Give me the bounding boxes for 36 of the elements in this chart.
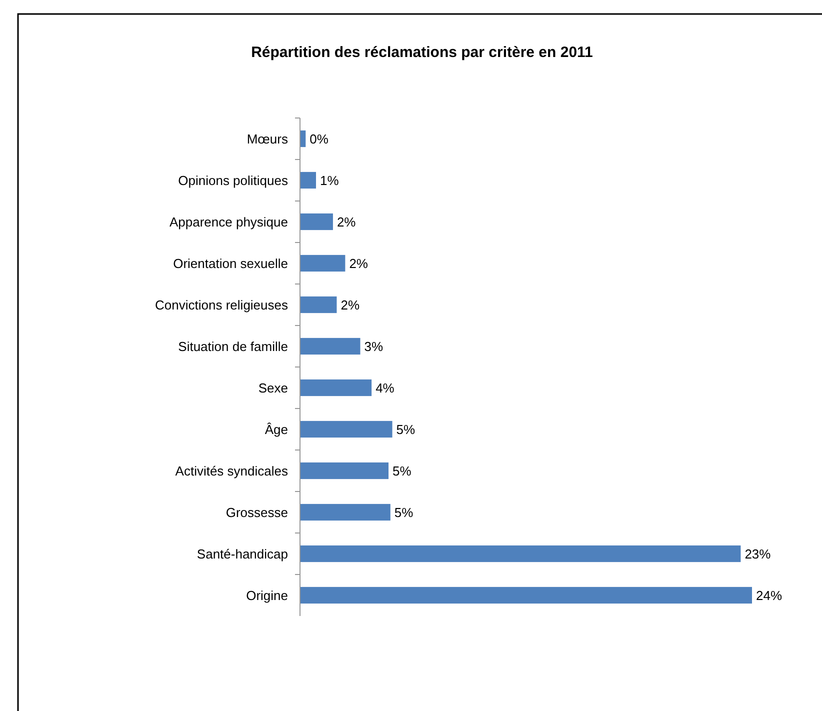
data-label: 23% bbox=[744, 546, 772, 562]
bar bbox=[300, 545, 741, 562]
y-tick-label: Origine bbox=[246, 588, 288, 603]
y-tick-label: Apparence physique bbox=[169, 214, 288, 230]
data-label: 0% bbox=[310, 131, 329, 146]
y-tick-label: Orientation sexuelle bbox=[173, 256, 288, 271]
y-tick-label: Santé-handicap bbox=[196, 546, 288, 562]
bar bbox=[300, 213, 333, 230]
data-label: 1% bbox=[320, 172, 340, 188]
data-label: 2% bbox=[340, 297, 360, 312]
data-label: 5% bbox=[394, 504, 414, 520]
y-tick-label: Situation de famille bbox=[178, 338, 288, 354]
bar bbox=[300, 504, 390, 521]
bar bbox=[300, 338, 360, 355]
y-tick-label: Âge bbox=[264, 422, 288, 437]
y-tick-label: Activités syndicales bbox=[175, 463, 288, 478]
bar bbox=[300, 462, 389, 480]
y-tick-label: Convictions religieuses bbox=[155, 297, 288, 312]
y-tick-label: Sexe bbox=[258, 380, 288, 396]
bar bbox=[300, 420, 392, 438]
y-tick-label: Mœurs bbox=[246, 131, 288, 146]
bar bbox=[300, 586, 752, 604]
bar bbox=[300, 379, 372, 396]
y-tick-label: Grossesse bbox=[226, 504, 288, 520]
bar bbox=[300, 172, 316, 189]
data-label: 5% bbox=[396, 422, 416, 437]
bar bbox=[300, 254, 346, 272]
bar bbox=[300, 296, 337, 314]
data-label: 2% bbox=[336, 214, 356, 230]
data-label: 5% bbox=[392, 463, 412, 478]
data-label: 3% bbox=[364, 338, 384, 354]
data-label: 4% bbox=[376, 380, 395, 396]
data-label: 2% bbox=[349, 256, 368, 271]
data-label: 24% bbox=[756, 588, 782, 603]
chart-title: Répartition des réclamations par critère en 2011 bbox=[251, 44, 593, 61]
y-tick-label: Opinions politiques bbox=[178, 172, 288, 188]
